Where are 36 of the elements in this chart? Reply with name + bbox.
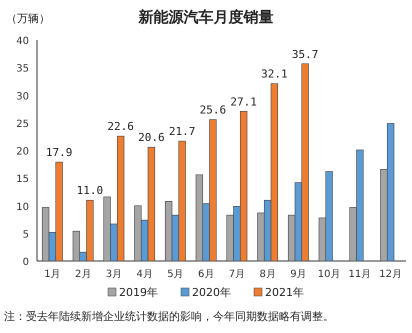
- data-label: 27.1: [230, 95, 257, 108]
- text: 注：受去年陆续新增企业统计数据的影响，今年同期数据略有调整。: [4, 310, 334, 323]
- y-axis-title: （万辆）: [6, 12, 50, 25]
- x-tick-label: 10月: [318, 269, 340, 280]
- y-tick-label: 30: [16, 91, 29, 102]
- y-tick-label: 5: [22, 229, 29, 240]
- x-tick-label: 2月: [74, 269, 92, 280]
- data-label: 25.6: [200, 104, 226, 117]
- data-label: 35.7: [292, 48, 318, 61]
- chart-title: 新能源汽车月度销量: [138, 8, 274, 26]
- x-tick-label: 6月: [198, 269, 214, 280]
- y-tick-label: 25: [16, 118, 29, 130]
- x-tick-label: 7月: [228, 269, 246, 280]
- legend-label: 2020年: [192, 286, 231, 299]
- data-label: 20.6: [138, 131, 165, 144]
- x-tick-label: 8月: [259, 269, 276, 280]
- data-label: 22.6: [107, 120, 134, 134]
- x-tick-label: 3月: [106, 269, 122, 280]
- y-tick-label: 0: [22, 257, 29, 268]
- data-label: 21.7: [168, 125, 196, 138]
- x-tick-label: 12月: [379, 269, 402, 280]
- y-tick-label: 35: [16, 64, 29, 75]
- data-label: 11.0: [76, 184, 104, 198]
- x-tick-label: 5月: [167, 269, 184, 280]
- x-tick-label: 1月: [44, 269, 61, 280]
- x-tick-label: 11月: [348, 269, 372, 280]
- y-tick-label: 15: [16, 174, 29, 186]
- y-tick-label: 20: [16, 146, 29, 158]
- x-tick-label: 4月: [136, 269, 153, 280]
- legend-label: 2021年: [265, 286, 304, 299]
- data-label: 17.9: [46, 146, 72, 160]
- x-tick-label: 9月: [290, 269, 307, 280]
- y-tick-label: 10: [16, 202, 29, 213]
- y-tick-label: 40: [16, 36, 29, 47]
- data-label: 32.1: [261, 68, 288, 81]
- legend-label: 2019年: [119, 286, 158, 299]
